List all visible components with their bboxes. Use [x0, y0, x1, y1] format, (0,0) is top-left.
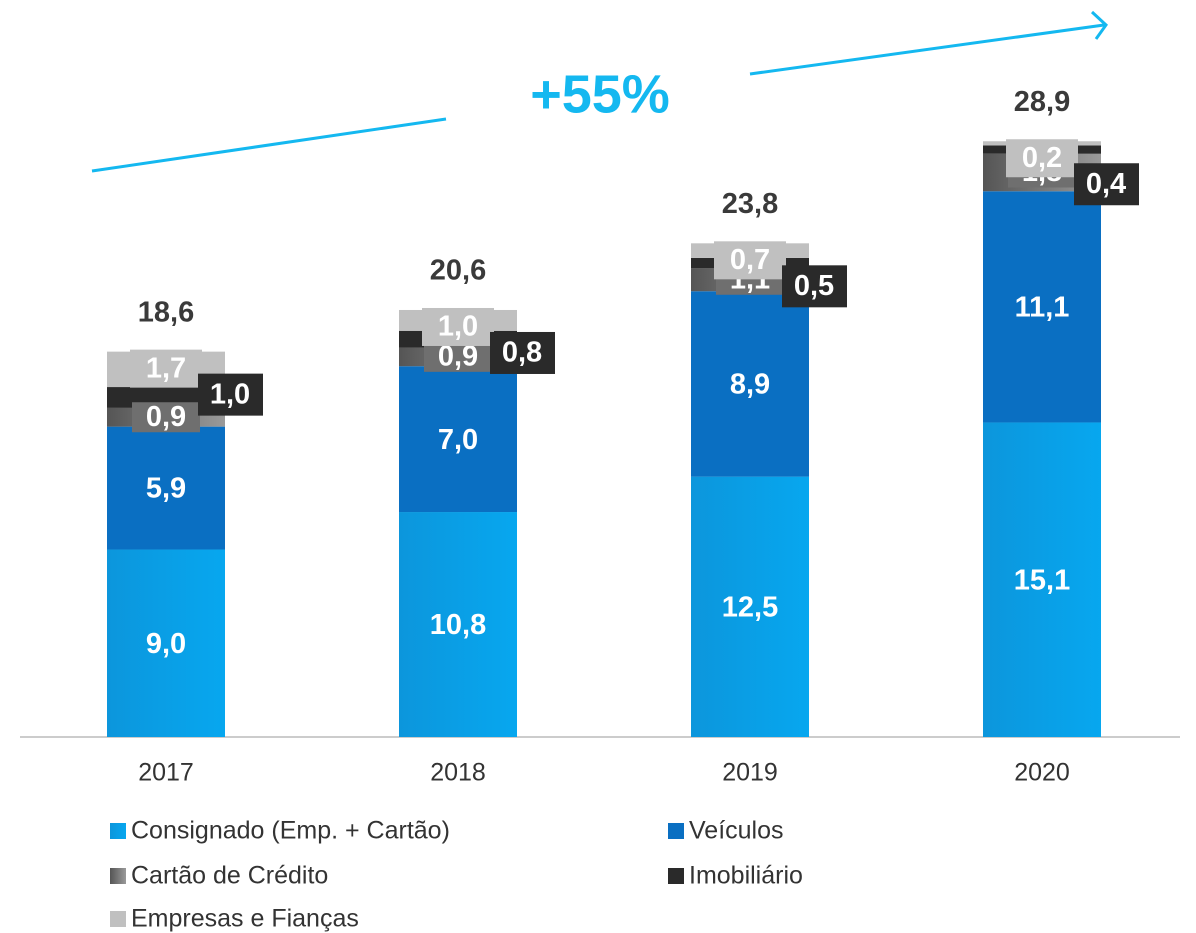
- label-box: [132, 402, 200, 433]
- value-label: 12,5: [722, 591, 778, 623]
- legend-swatch: [668, 868, 684, 884]
- legend-label: Veículos: [689, 817, 784, 845]
- legend-swatch: [110, 868, 126, 884]
- label-box: [130, 349, 202, 388]
- value-label: 0,2: [1022, 142, 1062, 174]
- total-label: 23,8: [722, 188, 778, 220]
- value-label: 0,8: [502, 337, 542, 369]
- bar-segment: [983, 422, 1101, 737]
- legend-swatch: [668, 823, 684, 839]
- label-box: [490, 331, 555, 374]
- x-tick-label: 2019: [722, 759, 778, 787]
- bar-segment: [399, 366, 517, 513]
- bar-segment: [107, 549, 225, 737]
- label-box: [424, 341, 492, 372]
- value-label: 15,1: [1014, 564, 1070, 596]
- value-label: 8,9: [730, 369, 770, 401]
- value-label: 1,0: [210, 378, 250, 410]
- label-box: [1006, 139, 1078, 178]
- legend-swatch: [110, 823, 126, 839]
- bar-segment: [983, 191, 1101, 423]
- value-label: 1,7: [146, 352, 186, 384]
- value-label: 0,9: [146, 401, 186, 433]
- label-box: [198, 373, 263, 416]
- legend-label: Imobiliário: [689, 862, 803, 890]
- bar-segment: [399, 512, 517, 737]
- value-label: 10,8: [430, 609, 486, 641]
- legend-swatch: [110, 911, 126, 927]
- x-tick-label: 2018: [430, 759, 486, 787]
- value-label: 7,0: [438, 424, 478, 456]
- bar-segment: [691, 476, 809, 737]
- value-label: 11,1: [1015, 292, 1070, 324]
- label-box: [1074, 163, 1139, 206]
- value-label: 0,4: [1086, 168, 1126, 200]
- value-label: 0,5: [794, 270, 834, 302]
- total-label: 18,6: [138, 296, 194, 328]
- bar-segment: [107, 426, 225, 550]
- growth-annotation: +55%: [530, 64, 670, 124]
- value-label: 5,9: [146, 473, 186, 505]
- trend-line: [749, 23, 1105, 76]
- arrow-head: [1090, 10, 1108, 40]
- label-box: [782, 265, 847, 308]
- value-label: 1,0: [438, 311, 478, 343]
- bar-segment: [691, 291, 809, 477]
- total-label: 28,9: [1014, 86, 1070, 118]
- x-tick-label: 2020: [1014, 759, 1070, 787]
- x-tick-label: 2017: [138, 759, 194, 787]
- label-box: [422, 307, 494, 346]
- label-box: [714, 241, 786, 280]
- legend-label: Empresas e Fianças: [131, 905, 359, 933]
- value-label: 0,7: [730, 244, 770, 276]
- value-label: 9,0: [146, 628, 186, 660]
- total-label: 20,6: [430, 255, 486, 287]
- trend-line: [91, 117, 447, 173]
- legend-label: Cartão de Crédito: [131, 862, 328, 890]
- legend-label: Consignado (Emp. + Cartão): [131, 817, 450, 845]
